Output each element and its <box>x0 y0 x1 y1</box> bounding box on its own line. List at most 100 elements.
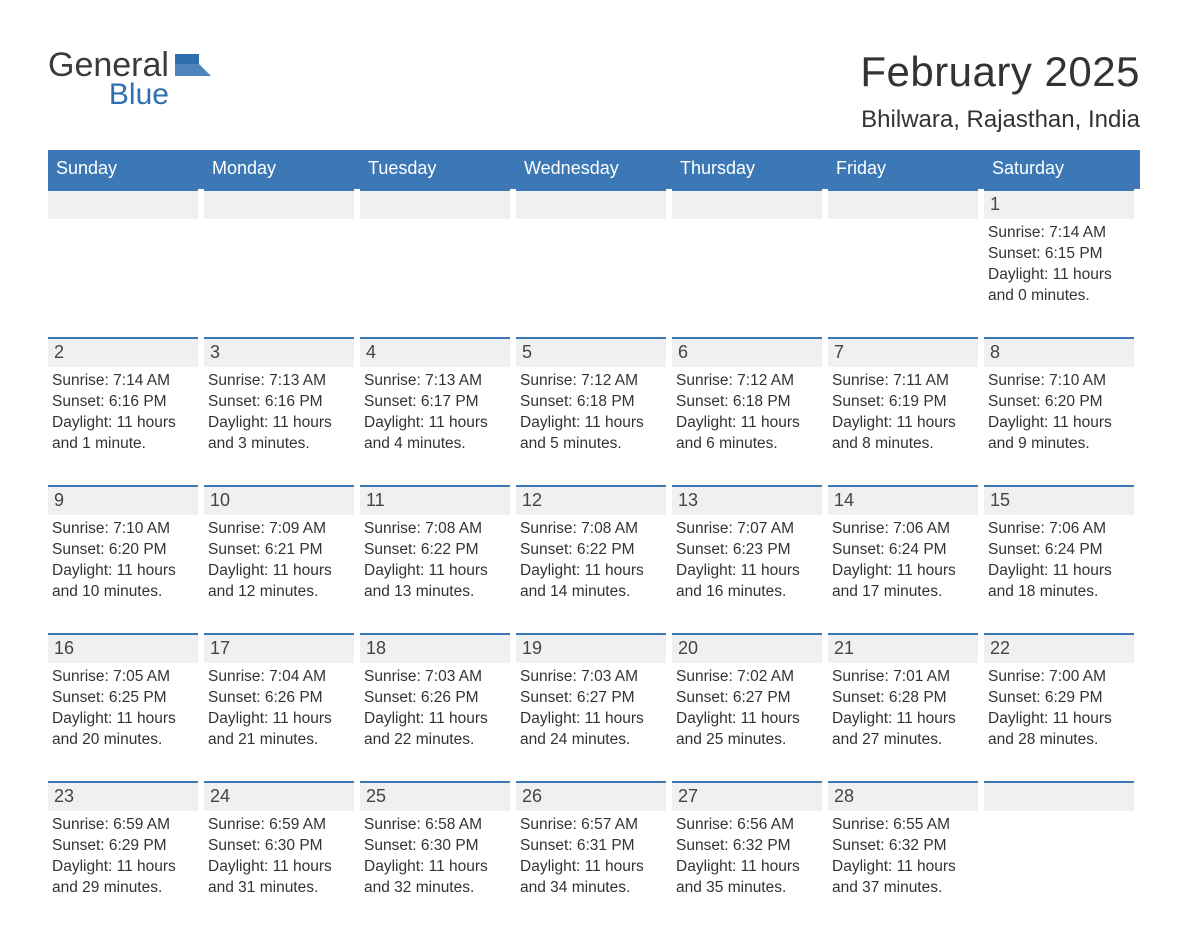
sunset-line: Sunset: 6:16 PM <box>52 392 194 413</box>
sunrise-line: Sunrise: 7:13 AM <box>208 371 350 392</box>
calendar-page: General Blue February 2025 Bhilwara, Raj… <box>0 0 1188 941</box>
sunset-line: Sunset: 6:30 PM <box>208 836 350 857</box>
sunrise-line: Sunrise: 7:09 AM <box>208 519 350 540</box>
day-details: Sunrise: 7:05 AMSunset: 6:25 PMDaylight:… <box>48 663 198 751</box>
date-number: 5 <box>516 337 666 367</box>
sunset-line: Sunset: 6:29 PM <box>988 688 1130 709</box>
daylight-line: Daylight: 11 hours and 34 minutes. <box>520 857 662 899</box>
sunrise-line: Sunrise: 7:08 AM <box>364 519 506 540</box>
day-cell: 24Sunrise: 6:59 AMSunset: 6:30 PMDayligh… <box>204 781 360 901</box>
sunset-line: Sunset: 6:26 PM <box>364 688 506 709</box>
day-cell: 4Sunrise: 7:13 AMSunset: 6:17 PMDaylight… <box>360 337 516 457</box>
date-number: 23 <box>48 781 198 811</box>
day-cell: 2Sunrise: 7:14 AMSunset: 6:16 PMDaylight… <box>48 337 204 457</box>
day-cell: 23Sunrise: 6:59 AMSunset: 6:29 PMDayligh… <box>48 781 204 901</box>
day-details: Sunrise: 7:13 AMSunset: 6:16 PMDaylight:… <box>204 367 354 455</box>
date-number: 15 <box>984 485 1134 515</box>
day-details: Sunrise: 6:58 AMSunset: 6:30 PMDaylight:… <box>360 811 510 899</box>
sunset-line: Sunset: 6:31 PM <box>520 836 662 857</box>
sunset-line: Sunset: 6:24 PM <box>988 540 1130 561</box>
daylight-line: Daylight: 11 hours and 27 minutes. <box>832 709 974 751</box>
day-details: Sunrise: 7:04 AMSunset: 6:26 PMDaylight:… <box>204 663 354 751</box>
sunset-line: Sunset: 6:28 PM <box>832 688 974 709</box>
page-header: General Blue February 2025 Bhilwara, Raj… <box>48 48 1140 134</box>
day-details: Sunrise: 7:06 AMSunset: 6:24 PMDaylight:… <box>828 515 978 603</box>
daylight-line: Daylight: 11 hours and 37 minutes. <box>832 857 974 899</box>
daylight-line: Daylight: 11 hours and 1 minute. <box>52 413 194 455</box>
date-number: 12 <box>516 485 666 515</box>
sunset-line: Sunset: 6:22 PM <box>520 540 662 561</box>
day-cell: . <box>984 781 1140 901</box>
day-cell: 3Sunrise: 7:13 AMSunset: 6:16 PMDaylight… <box>204 337 360 457</box>
day-details: Sunrise: 6:59 AMSunset: 6:29 PMDaylight:… <box>48 811 198 899</box>
date-number: 20 <box>672 633 822 663</box>
day-details: Sunrise: 7:07 AMSunset: 6:23 PMDaylight:… <box>672 515 822 603</box>
day-cell: 19Sunrise: 7:03 AMSunset: 6:27 PMDayligh… <box>516 633 672 753</box>
day-cell: 6Sunrise: 7:12 AMSunset: 6:18 PMDaylight… <box>672 337 828 457</box>
day-details: Sunrise: 7:00 AMSunset: 6:29 PMDaylight:… <box>984 663 1134 751</box>
date-number: 18 <box>360 633 510 663</box>
week-row: ......1Sunrise: 7:14 AMSunset: 6:15 PMDa… <box>48 189 1140 309</box>
date-number: . <box>672 189 822 219</box>
day-cell: 17Sunrise: 7:04 AMSunset: 6:26 PMDayligh… <box>204 633 360 753</box>
sunrise-line: Sunrise: 7:08 AM <box>520 519 662 540</box>
date-number: . <box>48 189 198 219</box>
sunrise-line: Sunrise: 7:03 AM <box>364 667 506 688</box>
sunset-line: Sunset: 6:18 PM <box>676 392 818 413</box>
day-details: Sunrise: 6:57 AMSunset: 6:31 PMDaylight:… <box>516 811 666 899</box>
date-number: 11 <box>360 485 510 515</box>
date-number: . <box>360 189 510 219</box>
date-number: 7 <box>828 337 978 367</box>
day-cell: 18Sunrise: 7:03 AMSunset: 6:26 PMDayligh… <box>360 633 516 753</box>
sunset-line: Sunset: 6:16 PM <box>208 392 350 413</box>
day-details: Sunrise: 7:10 AMSunset: 6:20 PMDaylight:… <box>984 367 1134 455</box>
daylight-line: Daylight: 11 hours and 29 minutes. <box>52 857 194 899</box>
day-cell: 28Sunrise: 6:55 AMSunset: 6:32 PMDayligh… <box>828 781 984 901</box>
day-details: Sunrise: 6:56 AMSunset: 6:32 PMDaylight:… <box>672 811 822 899</box>
daylight-line: Daylight: 11 hours and 10 minutes. <box>52 561 194 603</box>
date-number: 27 <box>672 781 822 811</box>
daylight-line: Daylight: 11 hours and 13 minutes. <box>364 561 506 603</box>
day-cell: 27Sunrise: 6:56 AMSunset: 6:32 PMDayligh… <box>672 781 828 901</box>
day-cell: . <box>516 189 672 309</box>
day-details: Sunrise: 7:01 AMSunset: 6:28 PMDaylight:… <box>828 663 978 751</box>
sunrise-line: Sunrise: 7:04 AM <box>208 667 350 688</box>
day-cell: 10Sunrise: 7:09 AMSunset: 6:21 PMDayligh… <box>204 485 360 605</box>
day-details: Sunrise: 7:14 AMSunset: 6:16 PMDaylight:… <box>48 367 198 455</box>
brand-wordmark: General Blue <box>48 48 169 110</box>
sunset-line: Sunset: 6:26 PM <box>208 688 350 709</box>
daylight-line: Daylight: 11 hours and 9 minutes. <box>988 413 1130 455</box>
day-cell: 12Sunrise: 7:08 AMSunset: 6:22 PMDayligh… <box>516 485 672 605</box>
calendar-grid: Sunday Monday Tuesday Wednesday Thursday… <box>48 150 1140 901</box>
day-cell: . <box>828 189 984 309</box>
date-number: 10 <box>204 485 354 515</box>
day-details: Sunrise: 7:02 AMSunset: 6:27 PMDaylight:… <box>672 663 822 751</box>
day-details: Sunrise: 7:11 AMSunset: 6:19 PMDaylight:… <box>828 367 978 455</box>
date-number: 2 <box>48 337 198 367</box>
sunset-line: Sunset: 6:24 PM <box>832 540 974 561</box>
sunrise-line: Sunrise: 6:56 AM <box>676 815 818 836</box>
sunset-line: Sunset: 6:32 PM <box>676 836 818 857</box>
week-row: 16Sunrise: 7:05 AMSunset: 6:25 PMDayligh… <box>48 633 1140 753</box>
day-cell: 11Sunrise: 7:08 AMSunset: 6:22 PMDayligh… <box>360 485 516 605</box>
sunrise-line: Sunrise: 6:59 AM <box>208 815 350 836</box>
sunset-line: Sunset: 6:25 PM <box>52 688 194 709</box>
daylight-line: Daylight: 11 hours and 12 minutes. <box>208 561 350 603</box>
daylight-line: Daylight: 11 hours and 25 minutes. <box>676 709 818 751</box>
week-row: 23Sunrise: 6:59 AMSunset: 6:29 PMDayligh… <box>48 781 1140 901</box>
weekday-header: Sunday <box>48 150 204 189</box>
day-cell: 16Sunrise: 7:05 AMSunset: 6:25 PMDayligh… <box>48 633 204 753</box>
sunrise-line: Sunrise: 7:03 AM <box>520 667 662 688</box>
week-row: 2Sunrise: 7:14 AMSunset: 6:16 PMDaylight… <box>48 337 1140 457</box>
sunrise-line: Sunrise: 6:55 AM <box>832 815 974 836</box>
date-number: 8 <box>984 337 1134 367</box>
sunrise-line: Sunrise: 7:05 AM <box>52 667 194 688</box>
date-number: 25 <box>360 781 510 811</box>
daylight-line: Daylight: 11 hours and 3 minutes. <box>208 413 350 455</box>
daylight-line: Daylight: 11 hours and 17 minutes. <box>832 561 974 603</box>
sunset-line: Sunset: 6:32 PM <box>832 836 974 857</box>
day-details: Sunrise: 6:55 AMSunset: 6:32 PMDaylight:… <box>828 811 978 899</box>
day-details: Sunrise: 7:08 AMSunset: 6:22 PMDaylight:… <box>516 515 666 603</box>
daylight-line: Daylight: 11 hours and 28 minutes. <box>988 709 1130 751</box>
date-number: 16 <box>48 633 198 663</box>
